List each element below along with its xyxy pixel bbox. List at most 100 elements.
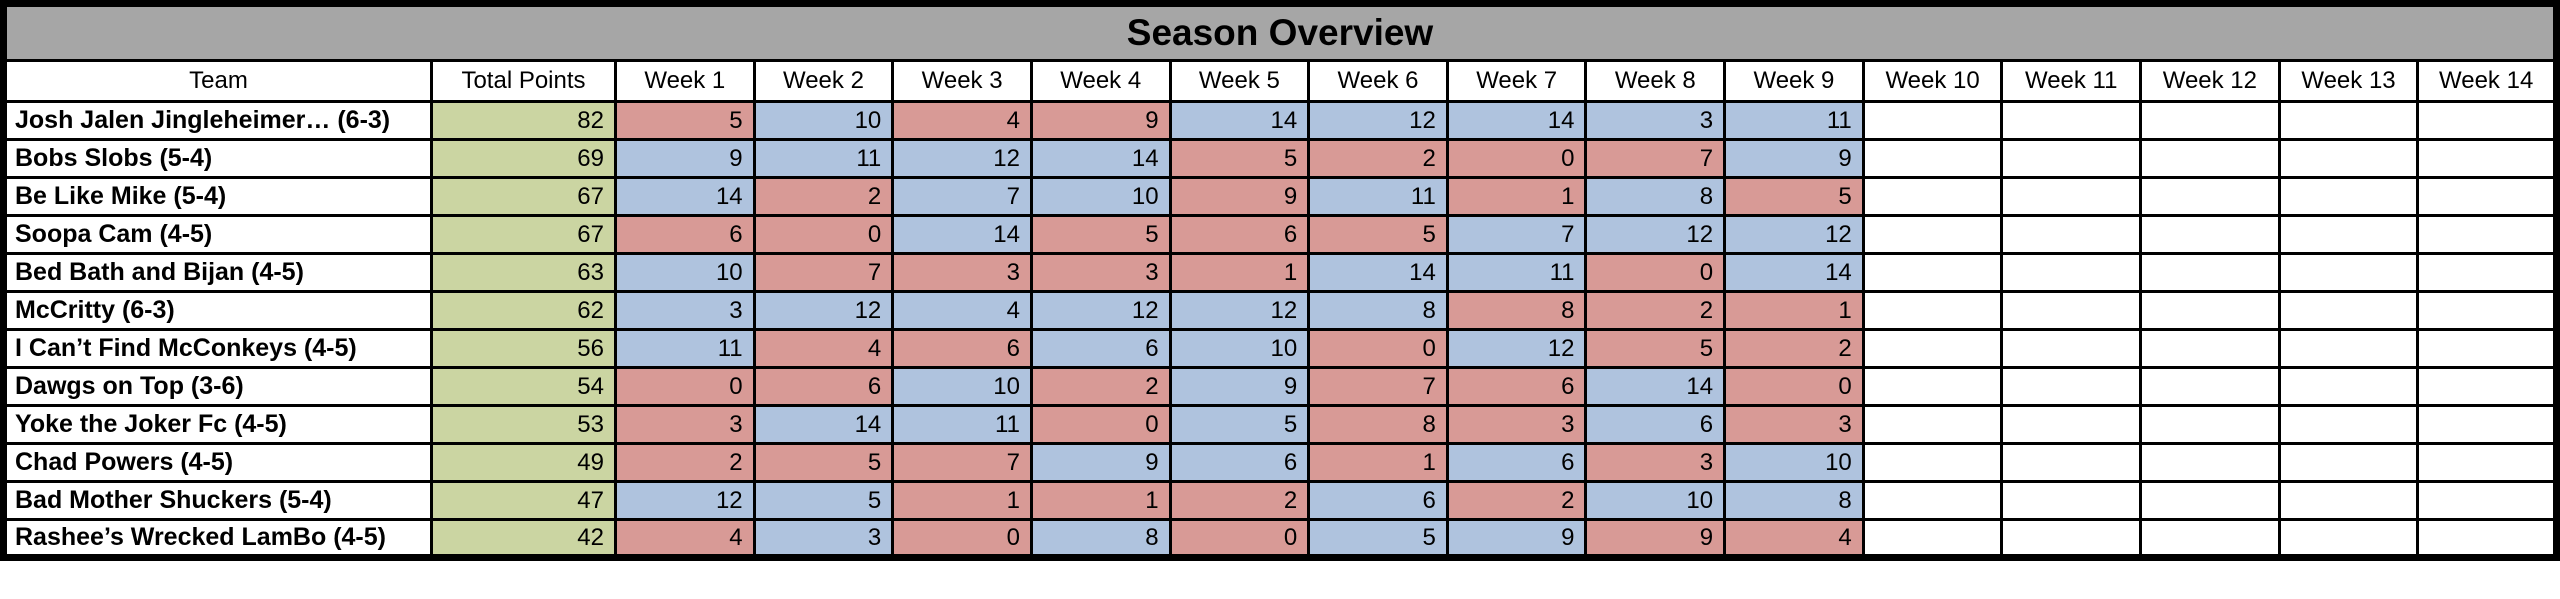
team-row: McCritty (6-3) 62 3 12 4 12 12 8 8 2 1 [2, 290, 2558, 331]
col-header-week-5: Week 5 [1168, 59, 1311, 103]
week-10-empty-cell [1861, 404, 2004, 445]
week-14-empty-cell [2416, 252, 2558, 293]
week-14-empty-cell [2416, 328, 2558, 369]
total-points-cell: 47 [430, 480, 617, 521]
team-name-cell: Bed Bath and Bijan (4-5) [2, 252, 433, 293]
week-11-empty-cell [2000, 176, 2143, 217]
week-6-score-cell: 0 [1307, 328, 1449, 369]
week-5-score-cell: 1 [1168, 252, 1311, 293]
total-points-cell: 67 [430, 214, 617, 255]
col-header-week-3: Week 3 [891, 59, 1033, 103]
week-9-score-cell: 4 [1723, 518, 1865, 559]
week-9-score-cell: 8 [1723, 480, 1865, 521]
week-4-score-cell: 9 [1029, 100, 1172, 141]
week-9-score-cell: 11 [1723, 100, 1865, 141]
team-row: Josh Jalen Jingleheimer… (6-3) 82 5 10 4 9 14 1… [2, 100, 2558, 141]
total-points-cell: 63 [430, 252, 617, 293]
week-9-score-cell: 1 [1723, 290, 1865, 331]
col-header-week-12: Week 12 [2139, 59, 2281, 103]
week-7-score-cell: 8 [1445, 290, 1588, 331]
week-8-score-cell: 5 [1584, 328, 1727, 369]
column-header-row: Team Total Points Week 1 Week 2 Week 3 Week… [2, 59, 2558, 103]
week-13-empty-cell [2277, 518, 2420, 559]
week-12-empty-cell [2139, 480, 2281, 521]
week-6-score-cell: 8 [1307, 404, 1449, 445]
week-11-empty-cell [2000, 442, 2143, 483]
week-7-score-cell: 12 [1445, 328, 1588, 369]
week-14-empty-cell [2416, 214, 2558, 255]
week-14-empty-cell [2416, 290, 2558, 331]
total-points-cell: 42 [430, 518, 617, 559]
team-name-cell: Rashee’s Wrecked LamBo (4-5) [2, 518, 433, 559]
week-5-score-cell: 5 [1168, 138, 1311, 179]
week-13-empty-cell [2277, 290, 2420, 331]
week-13-empty-cell [2277, 328, 2420, 369]
team-name-cell: McCritty (6-3) [2, 290, 433, 331]
team-row: I Can’t Find McConkeys (4-5) 56 11 4 6 6 10 0 12… [2, 328, 2558, 369]
week-6-score-cell: 5 [1307, 518, 1449, 559]
week-13-empty-cell [2277, 442, 2420, 483]
week-2-score-cell: 10 [752, 100, 895, 141]
week-7-score-cell: 1 [1445, 176, 1588, 217]
week-9-score-cell: 9 [1723, 138, 1865, 179]
week-8-score-cell: 2 [1584, 290, 1727, 331]
week-7-score-cell: 6 [1445, 366, 1588, 407]
week-2-score-cell: 6 [752, 366, 895, 407]
week-6-score-cell: 11 [1307, 176, 1449, 217]
week-10-empty-cell [1861, 442, 2004, 483]
week-4-score-cell: 5 [1029, 214, 1172, 255]
week-12-empty-cell [2139, 176, 2281, 217]
col-header-total-points: Total Points [430, 59, 617, 103]
week-12-empty-cell [2139, 100, 2281, 141]
week-10-empty-cell [1861, 480, 2004, 521]
week-12-empty-cell [2139, 366, 2281, 407]
col-header-week-13: Week 13 [2277, 59, 2420, 103]
team-row: Dawgs on Top (3-6) 54 0 6 10 2 9 7 6 14 0 [2, 366, 2558, 407]
week-2-score-cell: 11 [752, 138, 895, 179]
week-8-score-cell: 7 [1584, 138, 1727, 179]
week-2-score-cell: 14 [752, 404, 895, 445]
week-9-score-cell: 10 [1723, 442, 1865, 483]
week-12-empty-cell [2139, 328, 2281, 369]
week-1-score-cell: 0 [614, 366, 756, 407]
week-5-score-cell: 2 [1168, 480, 1311, 521]
week-11-empty-cell [2000, 214, 2143, 255]
week-9-score-cell: 0 [1723, 366, 1865, 407]
week-14-empty-cell [2416, 480, 2558, 521]
col-header-week-9: Week 9 [1723, 59, 1865, 103]
col-header-team: Team [2, 59, 433, 103]
week-7-score-cell: 7 [1445, 214, 1588, 255]
week-14-empty-cell [2416, 404, 2558, 445]
week-8-score-cell: 0 [1584, 252, 1727, 293]
week-1-score-cell: 9 [614, 138, 756, 179]
week-2-score-cell: 12 [752, 290, 895, 331]
week-2-score-cell: 3 [752, 518, 895, 559]
table-body: Josh Jalen Jingleheimer… (6-3) 82 5 10 4 9 14 1… [2, 100, 2558, 559]
team-name-cell: Josh Jalen Jingleheimer… (6-3) [2, 100, 433, 141]
week-2-score-cell: 5 [752, 442, 895, 483]
team-row: Soopa Cam (4-5) 67 6 0 14 5 6 5 7 12 12 [2, 214, 2558, 255]
week-6-score-cell: 12 [1307, 100, 1449, 141]
page-title: Season Overview [2, 2, 2558, 62]
week-6-score-cell: 8 [1307, 290, 1449, 331]
col-header-week-10: Week 10 [1861, 59, 2004, 103]
week-11-empty-cell [2000, 100, 2143, 141]
week-5-score-cell: 0 [1168, 518, 1311, 559]
week-7-score-cell: 9 [1445, 518, 1588, 559]
total-points-cell: 53 [430, 404, 617, 445]
week-6-score-cell: 2 [1307, 138, 1449, 179]
week-3-score-cell: 1 [891, 480, 1033, 521]
team-row: Bed Bath and Bijan (4-5) 63 10 7 3 3 1 14 11 0 14 [2, 252, 2558, 293]
week-2-score-cell: 5 [752, 480, 895, 521]
team-name-cell: Chad Powers (4-5) [2, 442, 433, 483]
week-13-empty-cell [2277, 100, 2420, 141]
week-8-score-cell: 8 [1584, 176, 1727, 217]
team-name-cell: Dawgs on Top (3-6) [2, 366, 433, 407]
team-name-cell: Bad Mother Shuckers (5-4) [2, 480, 433, 521]
week-4-score-cell: 2 [1029, 366, 1172, 407]
week-3-score-cell: 7 [891, 176, 1033, 217]
week-9-score-cell: 5 [1723, 176, 1865, 217]
week-13-empty-cell [2277, 366, 2420, 407]
week-11-empty-cell [2000, 366, 2143, 407]
week-8-score-cell: 12 [1584, 214, 1727, 255]
